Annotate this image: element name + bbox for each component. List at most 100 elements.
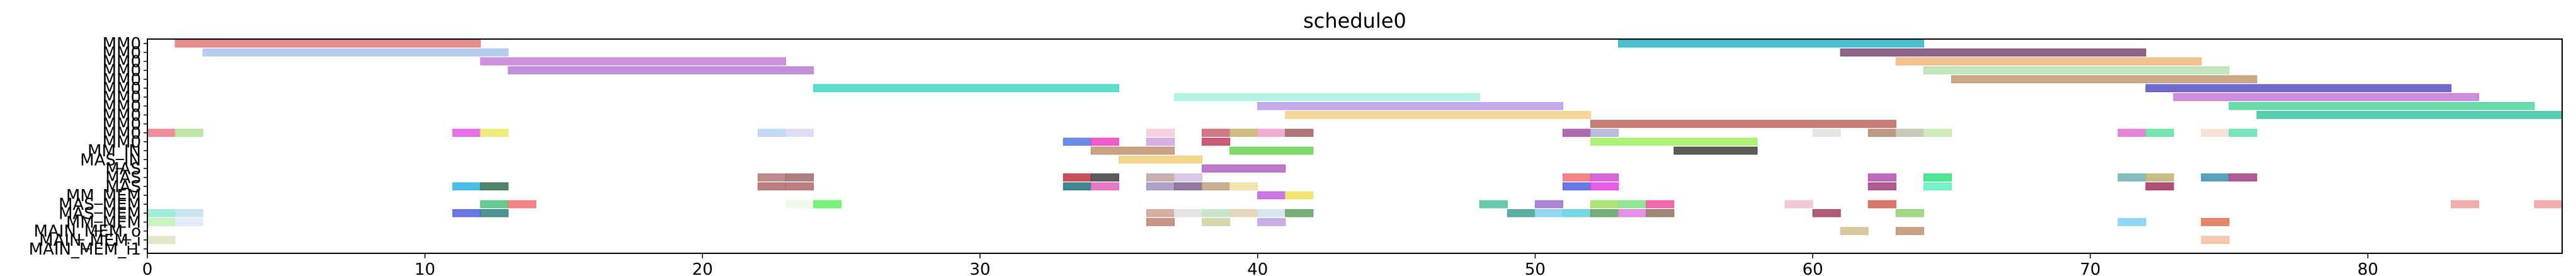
schedule-bar: [1590, 200, 1619, 209]
schedule-bar: [2228, 101, 2535, 110]
chart-title: schedule0: [1303, 9, 1406, 33]
schedule-bar: [147, 209, 176, 217]
row-label: MM0: [103, 115, 141, 134]
schedule-bar: [785, 182, 814, 191]
schedule-bar: [508, 66, 814, 74]
schedule-bar: [1534, 200, 1564, 209]
schedule-bar: [1257, 209, 1286, 217]
row-label: MAIN_MEM_i: [39, 231, 141, 250]
row-label: MAS_MEM: [59, 195, 141, 214]
schedule-bar: [1146, 129, 1175, 137]
schedule-bar: [1590, 173, 1619, 181]
schedule-bar: [1257, 218, 1286, 226]
schedule-bar: [1257, 101, 1564, 110]
schedule-bar: [785, 173, 814, 181]
schedule-bar: [1923, 182, 1952, 191]
row-label: MAS: [105, 159, 141, 178]
schedule-bar: [147, 218, 176, 226]
x-tick-label: 20: [692, 260, 713, 276]
schedule-bar: [1202, 209, 1231, 217]
schedule-bar: [452, 129, 481, 137]
schedule-bar: [1590, 129, 1619, 137]
schedule-bar: [1895, 57, 2202, 66]
row-label: MM0: [103, 106, 141, 125]
schedule-bar: [1063, 182, 1091, 191]
row-label: MM_IN: [88, 142, 141, 161]
schedule-bar: [1923, 129, 1952, 137]
schedule-bar: [2145, 84, 2452, 93]
schedule-bar: [174, 129, 203, 137]
schedule-bar: [1618, 209, 1647, 217]
schedule-bar: [1202, 182, 1231, 191]
schedule-bar: [1063, 173, 1091, 181]
schedule-bar: [1174, 182, 1203, 191]
schedule-bar: [1202, 218, 1231, 226]
row-label: MM0: [103, 52, 141, 71]
row-labels: MM0MM0MM0MM0MM0MM0MM0MM0MM0MM0MM0MM0MM_I…: [29, 35, 147, 259]
schedule-bar: [1257, 191, 1286, 200]
schedule-bar: [1563, 129, 1592, 137]
schedule-bar: [1951, 75, 2257, 84]
schedule-bar: [508, 200, 537, 209]
schedule-bar: [1146, 218, 1175, 226]
schedule-bar: [1590, 137, 1758, 146]
schedule-bar: [813, 84, 1119, 93]
schedule-bar: [1840, 48, 2146, 57]
schedule-bar: [1090, 146, 1175, 155]
schedule-bar: [1923, 173, 1952, 181]
schedule-bar: [1202, 164, 1286, 173]
schedule-bar: [1590, 209, 1619, 217]
schedule-bar: [2201, 129, 2230, 137]
schedule-bar: [1090, 173, 1119, 181]
schedule-bar: [1895, 227, 1924, 235]
schedule-bar: [813, 200, 842, 209]
schedule-bar: [1285, 209, 1314, 217]
x-tick-label: 50: [1525, 260, 1546, 276]
row-label: MM0: [103, 79, 141, 98]
schedule-bar: [2534, 200, 2563, 209]
schedule-bar: [758, 129, 787, 137]
schedule-bar: [2228, 129, 2257, 137]
row-label: MAIN_MEM_i1: [29, 240, 141, 259]
schedule-bar: [1202, 137, 1231, 146]
schedule-bar: [1812, 209, 1841, 217]
x-tick-label: 10: [414, 260, 435, 276]
schedule-bar: [1146, 182, 1175, 191]
schedule-bar: [174, 209, 203, 217]
schedule-bar: [1618, 39, 1924, 48]
schedule-bar: [1174, 173, 1203, 181]
schedule-bar: [1534, 209, 1564, 217]
schedule-bar: [785, 129, 814, 137]
schedule-bar: [1590, 182, 1619, 191]
schedule-bar: [1923, 66, 2230, 74]
schedule-bar: [1118, 155, 1203, 164]
schedule-bar: [480, 182, 509, 191]
bars-layer: [147, 39, 2563, 244]
schedule-bar: [1507, 209, 1536, 217]
x-tick-label: 0: [142, 260, 153, 276]
x-tick-label: 80: [2357, 260, 2378, 276]
schedule-bar: [1812, 129, 1841, 137]
row-label: MM0: [103, 62, 141, 81]
schedule-bar: [480, 200, 509, 209]
schedule-bar: [1229, 182, 1258, 191]
schedule-bar: [1590, 120, 1896, 128]
schedule-bar: [1285, 111, 1592, 119]
x-axis-ticks: 0 10 20 30 40 50 60 70 80: [142, 253, 2378, 276]
schedule-bar: [2201, 236, 2230, 244]
row-label: MM_MEM: [66, 187, 141, 205]
schedule-bar: [1229, 146, 1314, 155]
schedule-bar: [2145, 173, 2174, 181]
schedule-bar: [1146, 137, 1175, 146]
row-label: MM0: [103, 43, 141, 62]
schedule-bar: [758, 173, 787, 181]
x-tick-label: 30: [970, 260, 991, 276]
schedule-bar: [758, 182, 787, 191]
schedule-bar: [1563, 173, 1592, 181]
schedule-bar: [1229, 129, 1258, 137]
schedule-bar: [1063, 137, 1091, 146]
schedule-bar: [1867, 200, 1896, 209]
schedule-bar: [174, 39, 481, 48]
